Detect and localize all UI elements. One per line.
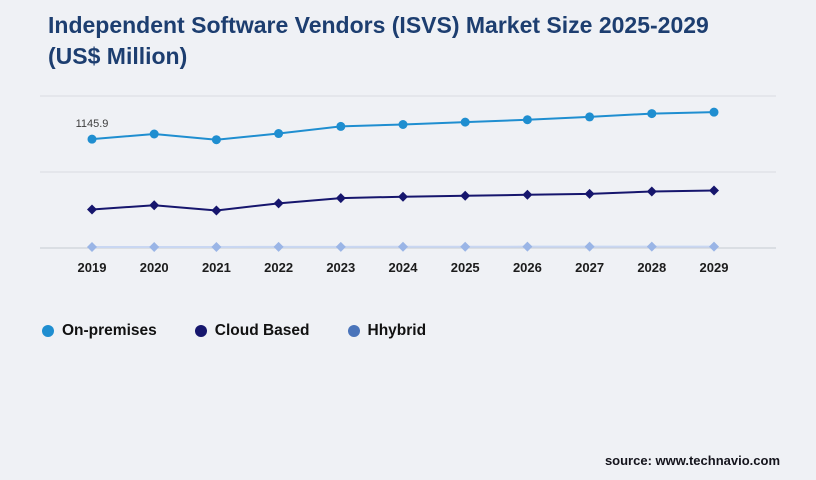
legend-label-on-premises: On-premises — [62, 322, 157, 339]
x-axis-label: 2027 — [575, 260, 604, 275]
data-point — [522, 189, 533, 200]
x-axis-label: 2029 — [700, 260, 729, 275]
data-point — [460, 190, 471, 201]
x-axis-label: 2021 — [202, 260, 231, 275]
data-point — [522, 115, 532, 125]
data-point — [709, 185, 719, 196]
data-point — [584, 241, 595, 252]
legend-marker-hhybrid-icon — [347, 325, 360, 337]
data-point — [211, 205, 222, 216]
data-point — [646, 186, 657, 197]
data-point — [87, 134, 97, 144]
data-point — [646, 241, 657, 252]
data-point — [460, 117, 470, 127]
data-point — [273, 198, 284, 209]
data-point — [709, 107, 719, 117]
data-point — [460, 241, 471, 252]
legend-item-hhybrid: Hhybrid — [347, 322, 427, 340]
data-point — [398, 241, 408, 252]
data-point — [398, 191, 408, 202]
x-axis-label: 2020 — [140, 260, 169, 275]
data-point — [87, 204, 97, 215]
data-point — [336, 121, 346, 131]
data-point — [398, 120, 408, 129]
data-point — [273, 241, 284, 252]
x-axis-label: 2025 — [451, 260, 480, 275]
legend-marker-cloud-based-icon — [194, 325, 207, 337]
source-credit: source: www.technavio.com — [604, 453, 780, 468]
data-point — [647, 109, 657, 119]
legend-marker-on-premises-icon — [42, 325, 54, 337]
data-point — [585, 112, 595, 122]
data-point — [211, 241, 222, 252]
x-axis-label: 2023 — [326, 260, 355, 275]
legend-label-cloud-based: Cloud Based — [214, 322, 310, 339]
data-point — [211, 135, 221, 145]
x-axis-label: 2026 — [513, 260, 542, 275]
data-point — [149, 241, 160, 252]
chart-svg: 2019 2020 2021 2022 2023 2024 2025 2026 2027 2028… — [40, 95, 776, 275]
data-point — [709, 241, 719, 252]
x-axis-label: 2019 — [78, 260, 107, 275]
legend: On-premises Cloud Based Hhybrid — [42, 322, 426, 340]
data-point — [274, 129, 284, 139]
x-axis-label: 2024 — [389, 260, 419, 275]
data-point — [87, 242, 97, 253]
x-axis-label: 2022 — [264, 260, 293, 275]
legend-item-cloud-based: Cloud Based — [194, 322, 310, 340]
chart-title: Independent Software Vendors (ISVS) Mark… — [48, 12, 709, 69]
data-point — [149, 129, 159, 139]
data-point — [584, 188, 595, 199]
chart-area: 2019 2020 2021 2022 2023 2024 2025 2026 2027 2028… — [40, 84, 776, 284]
legend-label-hhybrid: Hhybrid — [367, 322, 427, 339]
data-point — [335, 241, 346, 252]
data-label: 1145.9 — [76, 118, 109, 130]
data-point — [522, 241, 533, 252]
legend-item-on-premises: On-premises — [42, 322, 157, 340]
data-point — [335, 193, 346, 204]
data-point — [149, 200, 160, 211]
x-axis-label: 2028 — [637, 260, 666, 275]
